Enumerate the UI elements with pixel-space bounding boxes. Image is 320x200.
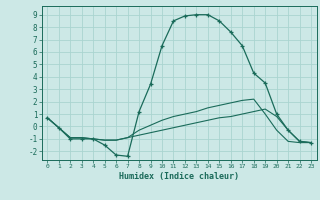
X-axis label: Humidex (Indice chaleur): Humidex (Indice chaleur) xyxy=(119,172,239,181)
